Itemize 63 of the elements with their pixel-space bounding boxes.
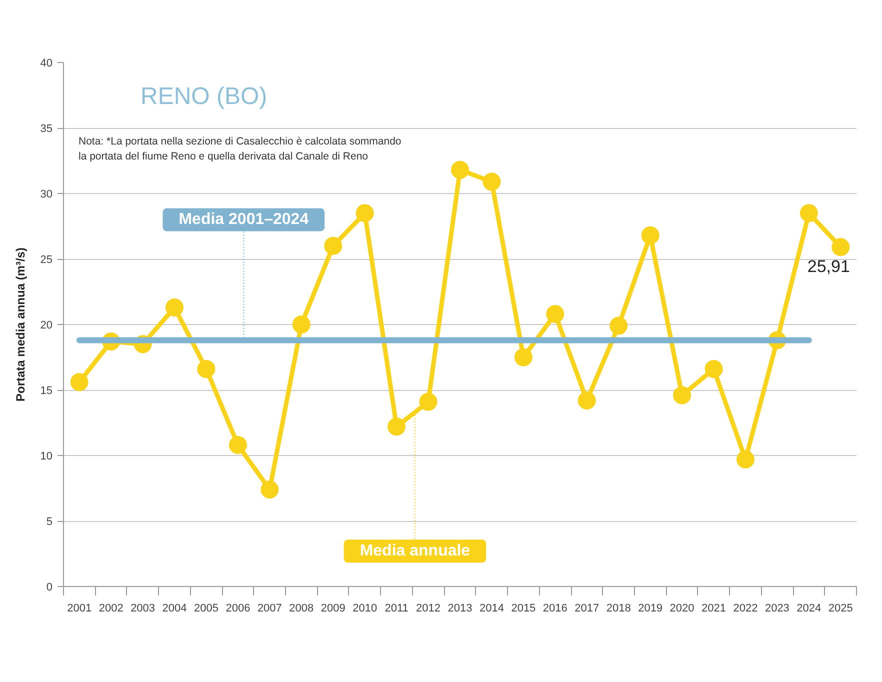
- point: [736, 450, 754, 468]
- x-tick-label: 2007: [257, 602, 282, 614]
- y-tick-label: 35: [40, 123, 53, 135]
- x-tick-label: 2011: [384, 602, 408, 614]
- point: [800, 204, 818, 222]
- point: [356, 204, 374, 222]
- y-tick-label: 0: [46, 582, 53, 594]
- annotation: la portata del fiume Reno e quella derivata dal Canale di Reno: [78, 150, 368, 162]
- point: [197, 360, 216, 378]
- point: [610, 316, 628, 335]
- text: Media annuale: [360, 542, 470, 560]
- x-tick-label: 2010: [352, 602, 378, 614]
- x-tick-label: 2003: [130, 602, 156, 614]
- x-tick-label: 2013: [448, 602, 472, 614]
- annotation: Nota: *La portata nella sezione di Casalecchio è calcolata sommando: [78, 136, 402, 148]
- x-tick-label: 2021: [702, 602, 726, 614]
- x-tick-label: 2023: [764, 602, 790, 614]
- x-tick-label: 2024: [796, 602, 822, 614]
- point: [260, 480, 279, 499]
- x-tick-label: 2020: [670, 602, 694, 614]
- x-tick-label: 2008: [289, 602, 314, 614]
- point: [673, 386, 692, 404]
- x-tick-label: 2002: [98, 602, 124, 614]
- point: [482, 172, 501, 191]
- x-tick-label: 2018: [606, 602, 631, 614]
- point: [292, 316, 310, 334]
- x-tick-label: 2025: [828, 602, 853, 614]
- x-tick-label: 2012: [416, 602, 441, 614]
- y-tick-label: 10: [40, 450, 53, 462]
- x-tick-label: 2022: [733, 602, 758, 614]
- y-tick-label: 30: [40, 188, 53, 200]
- x-tick-label: 2004: [162, 602, 187, 614]
- x-tick-label: 2014: [479, 602, 504, 614]
- x-tick-label: 2005: [194, 602, 218, 614]
- x-tick-label: 2016: [542, 602, 568, 614]
- y-tick-label: 5: [46, 516, 53, 528]
- x-tick-label: 2015: [511, 602, 536, 614]
- y-tick-label: 15: [40, 385, 53, 397]
- point: [704, 360, 723, 378]
- data-label: 25,91: [807, 257, 850, 276]
- y-tick-label: 40: [40, 58, 53, 70]
- point: [388, 418, 406, 436]
- y-tick-label: 20: [40, 320, 53, 332]
- point: [514, 348, 532, 366]
- y-axis-title: Portata media annua (m³/s): [13, 247, 28, 402]
- x-tick-label: 2009: [320, 602, 346, 614]
- x-tick-label: 2017: [574, 602, 600, 614]
- point: [324, 236, 342, 255]
- x-tick-label: 2019: [638, 602, 663, 614]
- point: [641, 226, 660, 244]
- point: [228, 436, 247, 454]
- point: [419, 392, 438, 411]
- point: [70, 373, 88, 392]
- point: [578, 391, 596, 410]
- x-tick-label: 2001: [67, 602, 92, 614]
- point: [546, 305, 564, 324]
- x-tick-label: 2006: [226, 602, 250, 614]
- point: [451, 160, 469, 179]
- text: Media 2001–2024: [178, 211, 309, 228]
- point: [832, 238, 850, 256]
- point: [166, 298, 184, 316]
- y-tick-label: 25: [40, 254, 53, 266]
- text: RENO (BO): [140, 83, 268, 110]
